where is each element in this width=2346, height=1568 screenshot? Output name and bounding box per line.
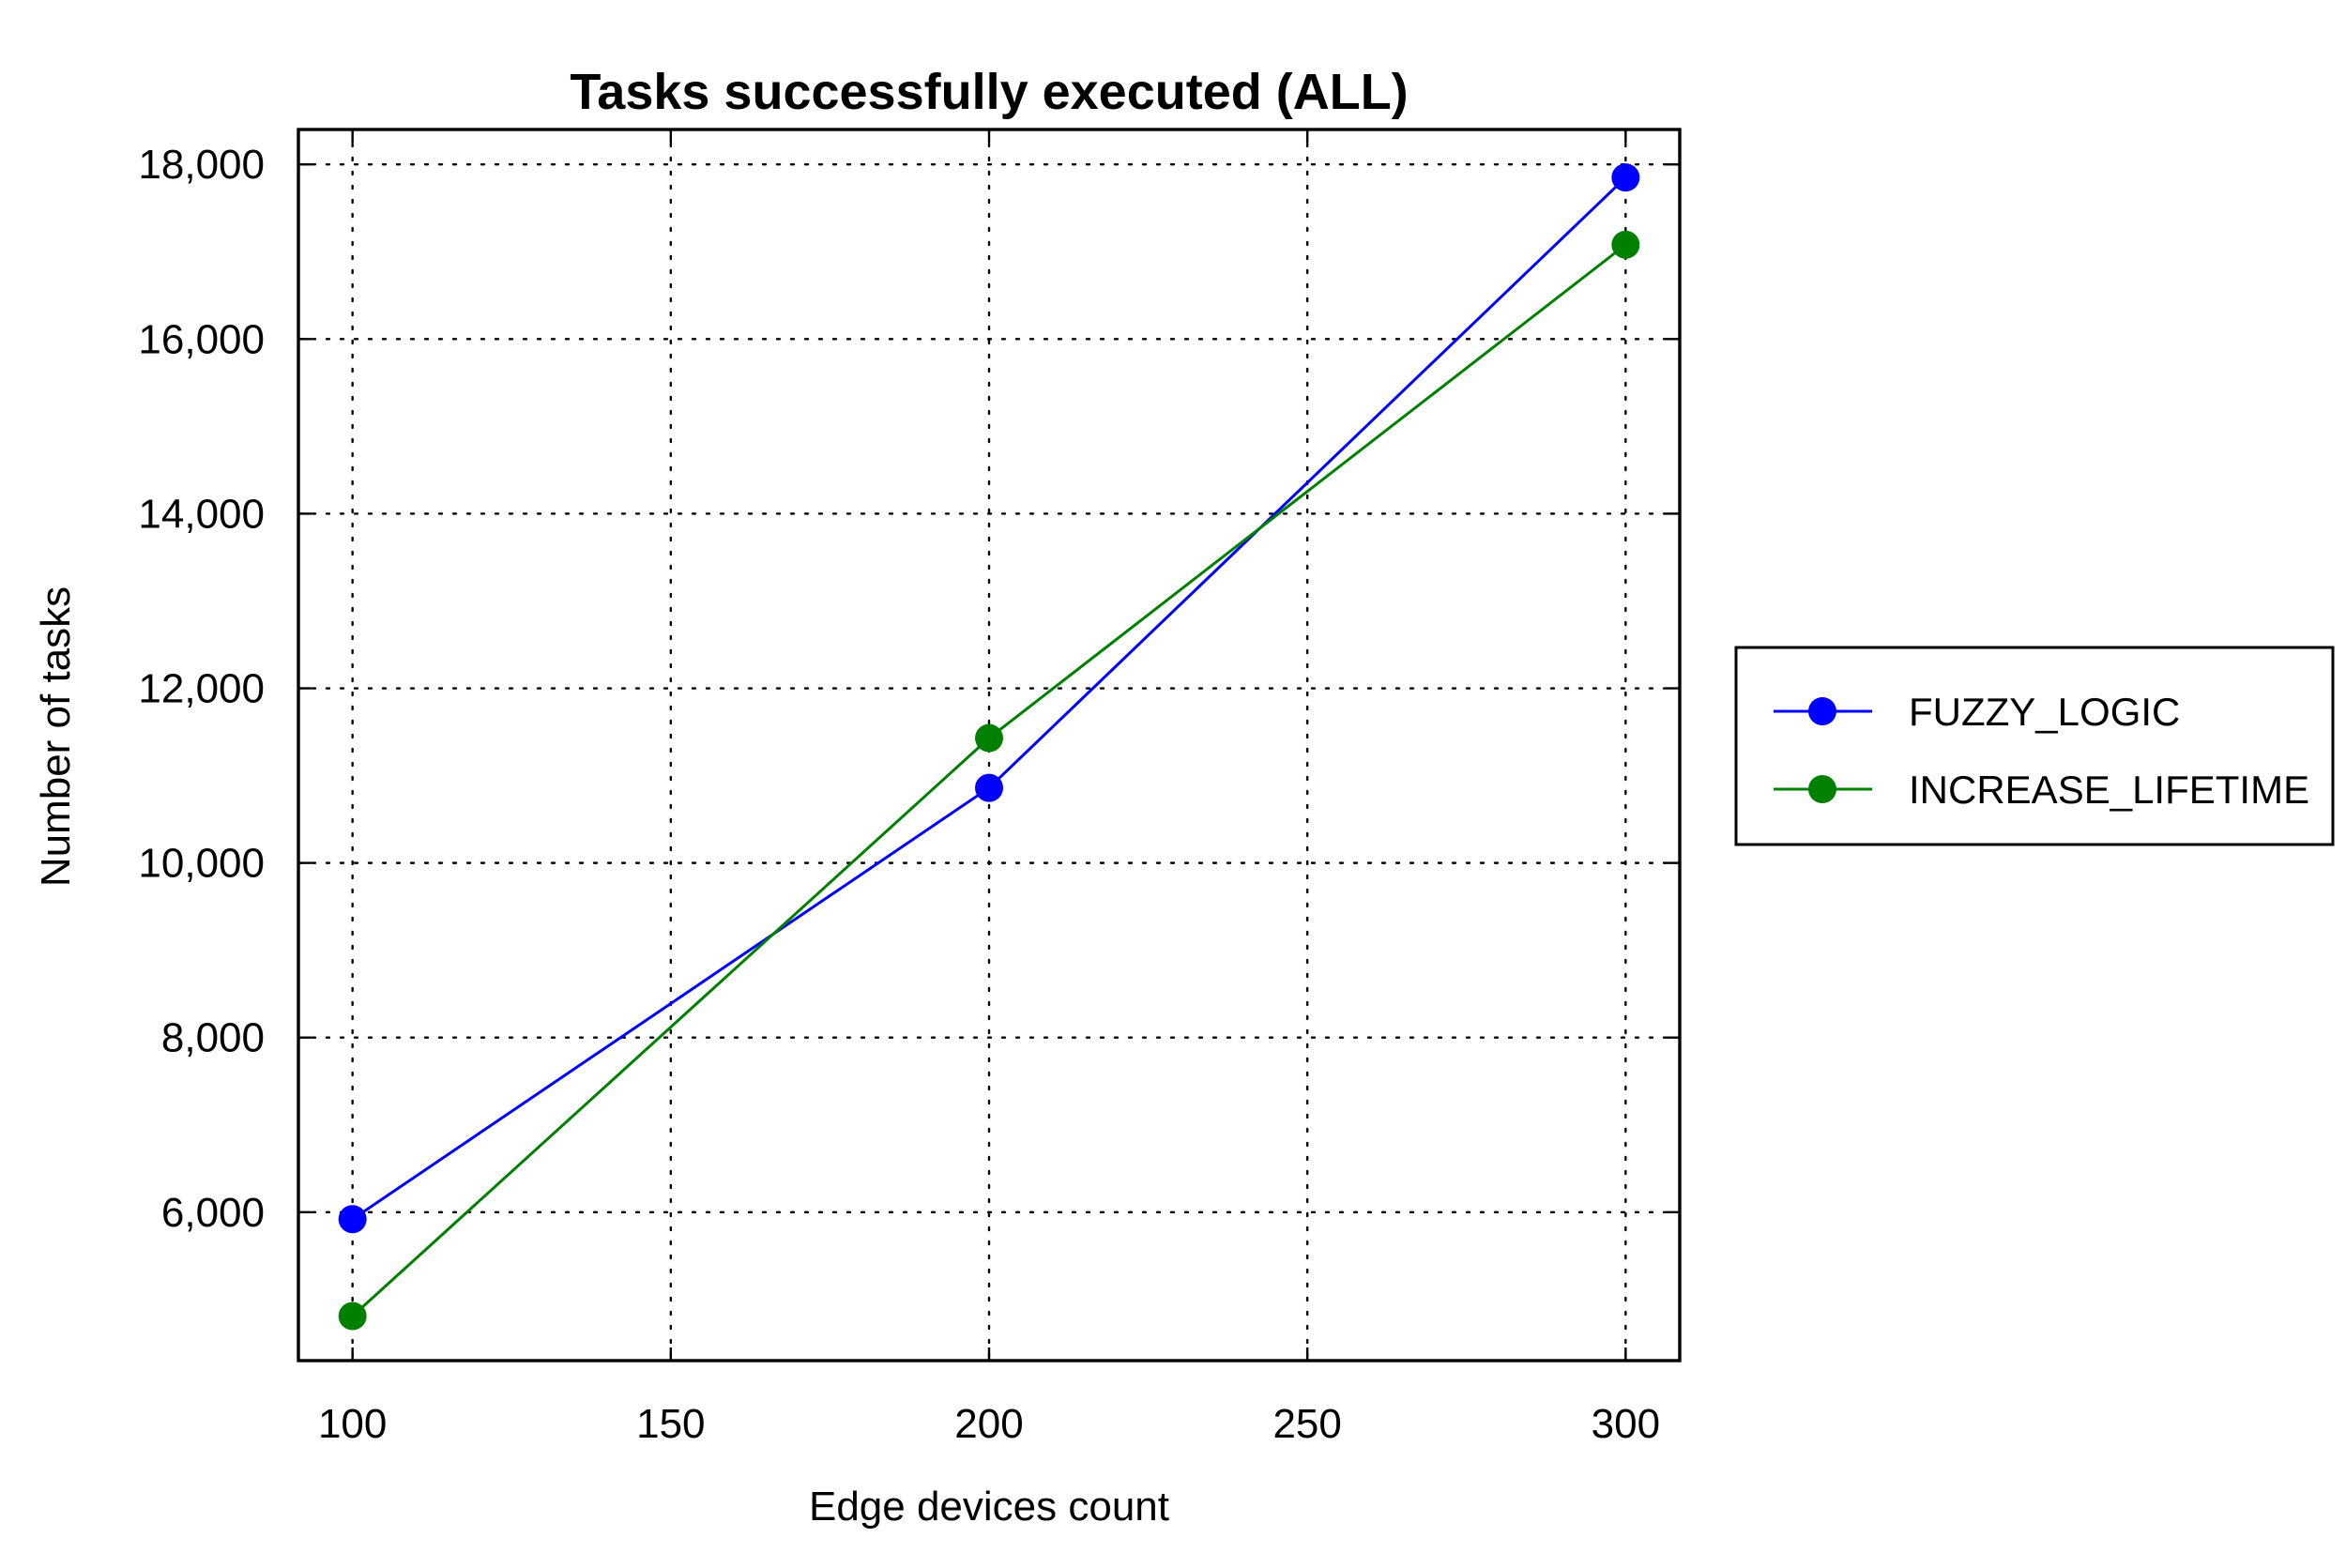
legend-marker-fuzzy-logic — [1808, 697, 1836, 725]
legend-label-fuzzy-logic: FUZZY_LOGIC — [1909, 690, 2180, 734]
legend: FUZZY_LOGIC INCREASE_LIFETIME — [1734, 646, 2335, 846]
y-tick-label: 8,000 — [161, 1015, 265, 1061]
plot-frame — [297, 128, 1682, 1362]
x-tick-label: 300 — [1592, 1401, 1660, 1447]
x-tick-label: 100 — [318, 1401, 387, 1447]
legend-label-increase-lifetime: INCREASE_LIFETIME — [1909, 768, 2309, 812]
y-tick-label: 12,000 — [138, 666, 265, 712]
legend-box — [1734, 646, 2335, 846]
x-tick-label: 150 — [636, 1401, 705, 1447]
data-point-fuzzy-logic — [338, 1205, 367, 1234]
y-tick-label: 18,000 — [138, 142, 265, 188]
data-point-fuzzy-logic — [1611, 163, 1640, 192]
data-point-fuzzy-logic — [975, 773, 1003, 802]
data-point-increase-lifetime — [975, 723, 1003, 753]
chart-title: Tasks successfully executed (ALL) — [570, 64, 1408, 120]
data-point-increase-lifetime — [1611, 230, 1640, 259]
y-axis-label: Number of tasks — [33, 586, 79, 887]
x-tick-label: 200 — [954, 1401, 1023, 1447]
series-group — [338, 163, 1640, 1331]
grid — [297, 128, 1682, 1362]
y-tick-label: 14,000 — [138, 491, 265, 537]
data-point-increase-lifetime — [338, 1302, 367, 1331]
axis-ticks — [298, 129, 1680, 1361]
series-increase-lifetime — [338, 230, 1640, 1331]
legend-entries: FUZZY_LOGIC INCREASE_LIFETIME — [1774, 690, 2309, 812]
y-tick-label: 16,000 — [138, 316, 265, 362]
y-tick-label: 6,000 — [161, 1190, 265, 1236]
legend-marker-increase-lifetime — [1808, 775, 1836, 803]
tick-labels: 100 150 200 250 300 6,000 8,000 10,000 12,000 14,… — [138, 142, 1660, 1447]
y-tick-label: 10,000 — [138, 841, 265, 887]
series-fuzzy-logic — [338, 163, 1640, 1234]
x-tick-label: 250 — [1272, 1401, 1341, 1447]
x-axis-label: Edge devices count — [809, 1484, 1169, 1530]
